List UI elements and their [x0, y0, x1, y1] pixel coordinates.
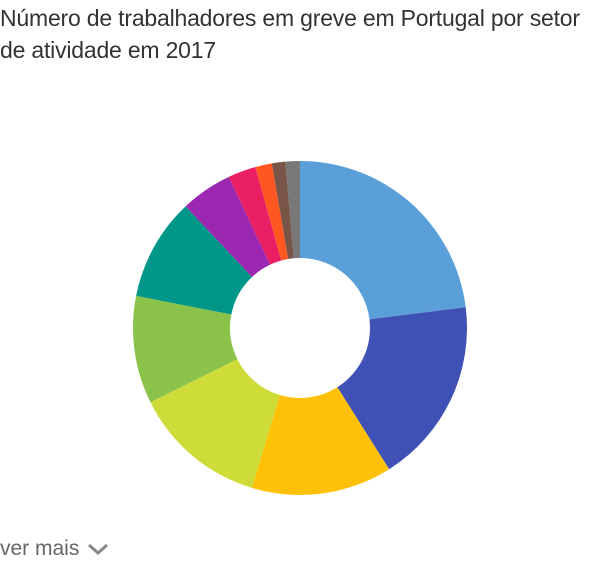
- donut-slice: [255, 163, 289, 261]
- donut-slice: [150, 359, 280, 488]
- chevron-icon[interactable]: [87, 542, 109, 556]
- chart-title: Número de trabalhadores em greve em Port…: [0, 5, 580, 63]
- donut-slice: [251, 387, 390, 495]
- donut-slice: [185, 176, 271, 278]
- donut-slice: [271, 161, 294, 260]
- donut-slice: [133, 295, 238, 403]
- more-link-text[interactable]: ver mais: [0, 537, 80, 560]
- donut-slice: [285, 161, 300, 259]
- donut-slice: [136, 206, 253, 315]
- donut-slice: [337, 307, 467, 470]
- donut-slice: [300, 161, 466, 320]
- donut-slice: [228, 167, 282, 265]
- more-link[interactable]: ver mais: [0, 537, 109, 561]
